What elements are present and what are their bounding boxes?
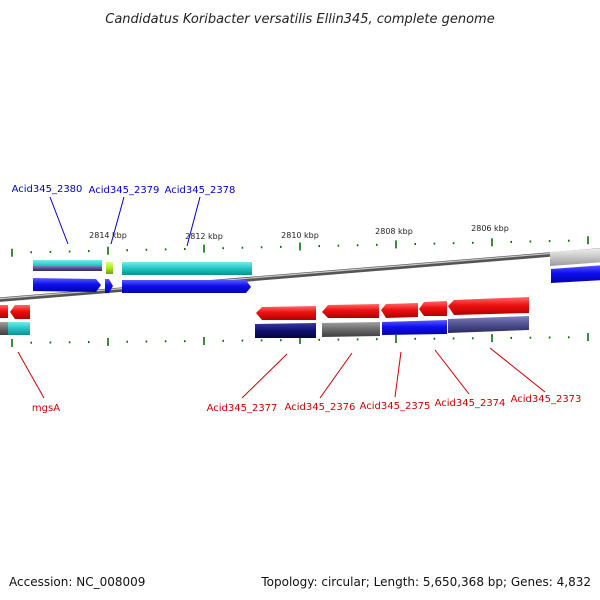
tick-label: 2808 kbp (375, 227, 413, 236)
gene-arrow-acid345-2378[interactable] (122, 280, 251, 293)
map-title: Candidatus Koribacter versatilis Ellin34… (105, 12, 494, 27)
gene-label[interactable]: Acid345_2373 (511, 394, 582, 405)
tick-label: 2814 kbp (89, 231, 127, 240)
gene-arrow-acid345-2374[interactable] (419, 301, 447, 316)
gene-label[interactable]: mgsA (32, 403, 60, 414)
cog-feature[interactable] (322, 322, 380, 337)
gene-label[interactable]: Acid345_2374 (435, 398, 506, 409)
gene-label[interactable]: Acid345_2378 (165, 185, 236, 196)
callout-lines (17, 196, 546, 399)
tick-label: 2810 kbp (281, 231, 319, 240)
cog-feature[interactable] (122, 262, 252, 275)
callout-line (394, 351, 402, 398)
genome-backbone (0, 248, 600, 302)
cog-feature[interactable] (0, 322, 8, 335)
gene-arrow-mgsa[interactable] (10, 305, 30, 319)
callout-line (186, 196, 201, 247)
gene-arrow-acid345-2376[interactable] (322, 304, 379, 318)
cog-feature[interactable] (255, 323, 316, 338)
gene-arrow-acid345-2380[interactable] (33, 278, 101, 292)
callout-line (319, 352, 353, 399)
callout-line (489, 347, 546, 393)
cog-feature[interactable] (382, 320, 447, 335)
callout-line (434, 349, 470, 395)
callout-line (17, 351, 45, 399)
topology-text: Topology: circular; Length: 5,650,368 bp… (260, 575, 591, 589)
cog-feature[interactable] (8, 322, 30, 335)
tick-marks-outer (11, 236, 589, 257)
tick-label: 2806 kbp (471, 224, 509, 233)
gene-label[interactable]: Acid345_2379 (89, 185, 160, 196)
gene-arrow-acid345-2373[interactable] (448, 297, 529, 315)
gene-arrow-acid345-2379[interactable] (105, 279, 113, 293)
gene-arrow-acid345-2375[interactable] (381, 303, 418, 318)
callout-line (49, 196, 69, 245)
gene-label[interactable]: Acid345_2376 (285, 402, 356, 413)
cog-feature[interactable] (33, 266, 102, 271)
gene-label[interactable]: Acid345_2375 (360, 401, 431, 412)
tick-label: 2812 kbp (185, 232, 223, 241)
forward-cog-track (33, 248, 600, 275)
callout-line (110, 196, 125, 245)
cog-feature[interactable] (550, 248, 600, 266)
gene-arrow-acid345-2377[interactable] (256, 306, 316, 320)
gene-arrow-offscreen[interactable] (551, 265, 600, 283)
reverse-cog-track (0, 316, 529, 338)
accession-text: Accession: NC_008009 (9, 575, 145, 589)
gene-label[interactable]: Acid345_2380 (12, 184, 83, 195)
cog-feature[interactable] (33, 260, 102, 271)
gene-arrow-offscreen[interactable] (0, 305, 8, 318)
tick-marks-inner (11, 333, 589, 347)
cog-feature[interactable] (448, 316, 529, 333)
callout-line (241, 353, 288, 399)
forward-cds-track (33, 265, 600, 293)
gene-label[interactable]: Acid345_2377 (207, 403, 278, 414)
reverse-cds-track (0, 297, 529, 320)
cog-feature[interactable] (106, 262, 113, 274)
